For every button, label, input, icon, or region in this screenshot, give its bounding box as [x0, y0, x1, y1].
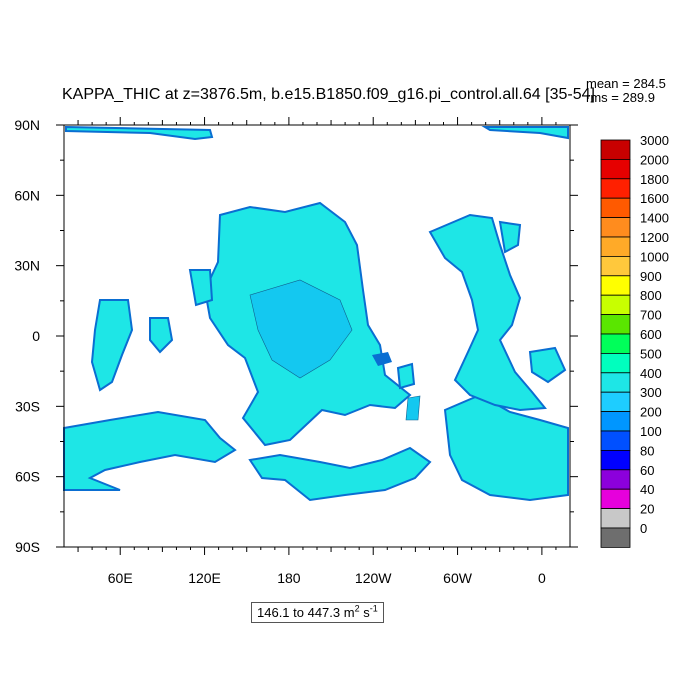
lon-label: 60W [443, 570, 473, 586]
colorbar-label: 0 [640, 521, 647, 536]
colorbar-swatch [600, 352, 631, 374]
colorbar-label: 40 [640, 482, 654, 497]
pacific-inner [249, 279, 353, 379]
lat-label: 90S [15, 539, 40, 555]
colorbar-swatch [600, 372, 631, 393]
colorbar-label: 800 [640, 288, 662, 303]
colorbar-label: 80 [640, 443, 654, 458]
colorbar-swatch [600, 255, 631, 277]
colorbar-label: 60 [640, 463, 654, 478]
colorbar-swatch [600, 391, 631, 413]
colorbar-label: 300 [640, 385, 662, 400]
colorbar-label: 500 [640, 346, 662, 361]
patch-small-1 [396, 362, 416, 390]
colorbar-label: 1200 [640, 230, 669, 245]
atlantic-basin [428, 213, 547, 412]
latitude-labels: 90N 60N 30N 0 30S 60S 90S [14, 117, 40, 555]
colorbar-label: 1000 [640, 249, 669, 264]
range-label: 146.1 to 447.3 m2 s-1 [251, 602, 384, 623]
southern-ocean-west [63, 410, 237, 491]
longitude-ticks [77, 117, 557, 555]
rms-stat: rms = 289.9 [586, 90, 656, 105]
indian-ocean-fragment-2 [149, 317, 174, 354]
colorbar-swatch [600, 333, 631, 354]
colorbar-label: 100 [640, 424, 662, 439]
colorbar-swatch [600, 294, 631, 316]
atlantic-south-patch [528, 346, 567, 384]
latitude-ticks [56, 124, 578, 548]
indian-ocean-fragment [90, 299, 134, 392]
colorbar-swatch [600, 449, 631, 471]
colorbar-label: 3000 [640, 133, 669, 148]
mean-stat: mean = 284.5 [586, 76, 666, 91]
colorbar-label: 700 [640, 308, 662, 323]
colorbar-swatch [600, 314, 631, 335]
lat-label: 90N [14, 117, 40, 133]
colorbar-swatch [600, 197, 631, 218]
colorbar-swatch [600, 139, 631, 160]
lat-label: 60N [14, 187, 40, 203]
range-sup-2: -1 [369, 603, 378, 614]
colorbar-label: 900 [640, 269, 662, 284]
colorbar-swatch [600, 488, 631, 510]
colorbar-label: 2000 [640, 152, 669, 167]
map-panel: 90N 60N 30N 0 30S 60S 90S 60E 120E 180 120W 60W 0 [14, 117, 578, 586]
colorbar-swatch [600, 527, 631, 548]
lon-label: 0 [538, 570, 546, 586]
plot-title: KAPPA_THIC at z=3876.5m, b.e15.B1850.f09… [62, 86, 595, 103]
colorbar: 3000200018001600140012001000900800700600… [600, 133, 669, 548]
range-text: 146.1 to 447.3 m [257, 605, 355, 620]
colorbar-swatch [600, 508, 631, 529]
lon-label: 60E [108, 570, 133, 586]
range-unit: s [359, 605, 370, 620]
lat-label: 30N [14, 258, 40, 274]
colorbar-label: 1800 [640, 172, 669, 187]
ocean-field [63, 125, 569, 502]
colorbar-swatch [600, 217, 631, 238]
colorbar-swatch [600, 158, 631, 180]
colorbar-swatch [600, 178, 631, 199]
colorbar-swatch [600, 236, 631, 257]
colorbar-label: 1400 [640, 211, 669, 226]
lat-label: 60S [15, 469, 40, 485]
colorbar-label: 20 [640, 502, 654, 517]
arctic-strip-west [65, 125, 214, 141]
colorbar-swatch [600, 275, 631, 296]
colorbar-label: 400 [640, 366, 662, 381]
range-sup-1: 2 [354, 603, 360, 614]
atlantic-north-arm [498, 220, 522, 254]
colorbar-boxes [600, 139, 631, 548]
colorbar-label: 600 [640, 327, 662, 342]
colorbar-label: 200 [640, 405, 662, 420]
arctic-strip-east [481, 126, 569, 140]
colorbar-swatch [600, 469, 631, 490]
colorbar-labels: 3000200018001600140012001000900800700600… [640, 133, 669, 536]
lon-label: 180 [277, 570, 301, 586]
colorbar-swatch [600, 411, 631, 432]
patch-small-2 [405, 395, 421, 421]
colorbar-swatch [600, 430, 631, 451]
longitude-labels: 60E 120E 180 120W 60W 0 [108, 570, 546, 586]
colorbar-label: 1600 [640, 191, 669, 206]
lat-label: 30S [15, 398, 40, 414]
lon-label: 120E [188, 570, 221, 586]
lat-label: 0 [32, 328, 40, 344]
southern-ocean-mid [248, 446, 432, 502]
lon-label: 120W [355, 570, 392, 586]
indian-ocean-fragment-3 [188, 269, 214, 307]
caribbean-patch [372, 352, 392, 366]
